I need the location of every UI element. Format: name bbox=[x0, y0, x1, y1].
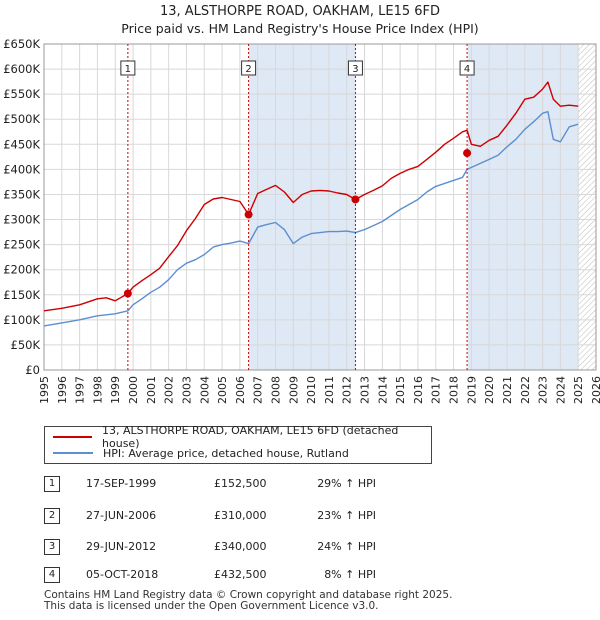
legend-item-hpi: HPI: Average price, detached house, Rutl… bbox=[53, 445, 349, 461]
legend: 13, ALSTHORPE ROAD, OAKHAM, LE15 6FD (de… bbox=[44, 424, 432, 464]
sale-marker-box bbox=[459, 60, 475, 76]
x-tick-label: 2017 bbox=[430, 376, 443, 404]
x-tick-label: 1997 bbox=[74, 376, 87, 404]
sale-marker-box bbox=[347, 60, 363, 76]
chart-title: 13, ALSTHORPE ROAD, OAKHAM, LE15 6FD bbox=[159, 4, 441, 19]
x-tick-label: 2001 bbox=[145, 376, 158, 404]
x-tick-label: 2024 bbox=[554, 376, 567, 404]
footer: Contains HM Land Registry data © Crown c… bbox=[44, 590, 452, 612]
transaction-number: 3 bbox=[44, 539, 60, 555]
x-tick-label: 1995 bbox=[38, 376, 51, 404]
transaction-hpi: 8% ↑ HPI bbox=[324, 568, 376, 581]
x-tick-label: 1999 bbox=[109, 376, 122, 404]
transaction-number: 4 bbox=[44, 567, 60, 583]
footer-licence: This data is licensed under the Open Gov… bbox=[44, 600, 379, 612]
y-tick-label: £100K bbox=[3, 313, 40, 327]
x-tick-label: 2025 bbox=[572, 376, 585, 404]
transaction-price: £432,500 bbox=[214, 568, 267, 581]
y-tick-label: £300K bbox=[3, 213, 40, 227]
sale-marker-label: 3 bbox=[352, 64, 358, 75]
y-tick-label: £150K bbox=[3, 288, 40, 302]
y-tick-label: £50K bbox=[11, 338, 41, 352]
x-tick-label: 2014 bbox=[376, 376, 389, 404]
legend-label-hpi: HPI: Average price, detached house, Rutl… bbox=[103, 446, 349, 460]
y-tick-label: £450K bbox=[3, 137, 40, 151]
transaction-date: 29-JUN-2012 bbox=[86, 540, 157, 553]
x-tick-label: 2015 bbox=[394, 376, 407, 404]
x-tick-label: 2020 bbox=[483, 376, 496, 404]
transaction-date: 27-JUN-2006 bbox=[86, 509, 157, 522]
transaction-row: 3 29-JUN-2012 £340,000 24% ↑ HPI bbox=[0, 539, 600, 557]
transaction-hpi: 29% ↑ HPI bbox=[317, 477, 376, 490]
y-tick-label: £400K bbox=[3, 162, 40, 176]
x-tick-label: 2018 bbox=[448, 376, 461, 404]
y-tick-label: £0 bbox=[25, 363, 40, 377]
ownership-band bbox=[467, 44, 579, 370]
transaction-row: 2 27-JUN-2006 £310,000 23% ↑ HPI bbox=[0, 508, 600, 526]
price-chart: £0 £50K £100K £150K £200K £250K £300K £350K £400… bbox=[3, 37, 600, 404]
x-tick-label: 2021 bbox=[501, 376, 514, 404]
x-tick-label: 2009 bbox=[287, 376, 300, 404]
property-price-line bbox=[43, 81, 579, 312]
x-tick-label: 2011 bbox=[323, 376, 336, 404]
x-tick-label: 2022 bbox=[519, 376, 532, 404]
x-tick-label: 2004 bbox=[198, 376, 211, 404]
transaction-price: £310,000 bbox=[214, 509, 267, 522]
sale-marker-box bbox=[120, 60, 136, 76]
x-tick-label: 2023 bbox=[537, 376, 550, 404]
plot-frame bbox=[43, 43, 597, 371]
sale-point bbox=[351, 195, 360, 204]
transaction-price: £340,000 bbox=[214, 540, 267, 553]
y-tick-label: £250K bbox=[3, 238, 40, 252]
transaction-hpi: 23% ↑ HPI bbox=[317, 509, 376, 522]
x-tick-label: 2006 bbox=[234, 376, 247, 404]
chart-subtitle: Price paid vs. HM Land Registry's House … bbox=[121, 21, 479, 36]
legend-label-property: 13, ALSTHORPE ROAD, OAKHAM, LE15 6FD (de… bbox=[102, 424, 399, 450]
x-tick-label: 2013 bbox=[359, 376, 372, 404]
x-tick-label: 2012 bbox=[341, 376, 354, 404]
x-tick-label: 2000 bbox=[127, 376, 140, 404]
x-tick-label: 2007 bbox=[252, 376, 265, 404]
sale-marker-label: 4 bbox=[464, 64, 470, 75]
y-tick-label: £550K bbox=[3, 87, 40, 101]
x-tick-label: 2003 bbox=[180, 376, 193, 404]
hpi-line bbox=[43, 110, 579, 327]
legend-swatch-blue bbox=[53, 452, 93, 454]
ownership-band bbox=[248, 44, 356, 370]
transaction-number: 1 bbox=[44, 476, 60, 492]
x-tick-label: 2026 bbox=[590, 376, 600, 404]
sale-marker-label: 1 bbox=[125, 64, 131, 75]
y-tick-label: £600K bbox=[3, 62, 40, 76]
transaction-date: 05-OCT-2018 bbox=[86, 568, 159, 581]
transaction-price: £152,500 bbox=[214, 477, 267, 490]
x-tick-label: 2008 bbox=[269, 376, 282, 404]
x-tick-label: 1996 bbox=[56, 376, 69, 404]
transaction-hpi: 24% ↑ HPI bbox=[317, 540, 376, 553]
x-tick-label: 2005 bbox=[216, 376, 229, 404]
x-tick-label: 1998 bbox=[91, 376, 104, 404]
transaction-number: 2 bbox=[44, 508, 60, 524]
legend-swatch-red bbox=[53, 436, 93, 438]
transaction-row: 4 05-OCT-2018 £432,500 8% ↑ HPI bbox=[0, 567, 600, 585]
x-tick-label: 2016 bbox=[412, 376, 425, 404]
transaction-date: 17-SEP-1999 bbox=[86, 477, 157, 490]
sale-marker-box bbox=[241, 60, 257, 76]
sale-point bbox=[123, 289, 132, 298]
legend-item-property: 13, ALSTHORPE ROAD, OAKHAM, LE15 6FD (de… bbox=[53, 424, 431, 450]
sale-marker-label: 2 bbox=[245, 64, 251, 75]
transaction-row: 1 17-SEP-1999 £152,500 29% ↑ HPI bbox=[0, 476, 600, 494]
x-tick-label: 2002 bbox=[163, 376, 176, 404]
x-tick-label: 2010 bbox=[305, 376, 318, 404]
x-tick-label: 2019 bbox=[465, 376, 478, 404]
y-tick-label: £200K bbox=[3, 263, 40, 277]
y-tick-label: £650K bbox=[3, 37, 40, 51]
sale-point bbox=[463, 149, 472, 158]
forecast-hatch bbox=[578, 44, 596, 370]
y-tick-label: £500K bbox=[3, 112, 40, 126]
sale-point bbox=[244, 210, 253, 219]
y-tick-label: £350K bbox=[3, 187, 40, 201]
footer-copyright: Contains HM Land Registry data © Crown c… bbox=[44, 589, 453, 601]
